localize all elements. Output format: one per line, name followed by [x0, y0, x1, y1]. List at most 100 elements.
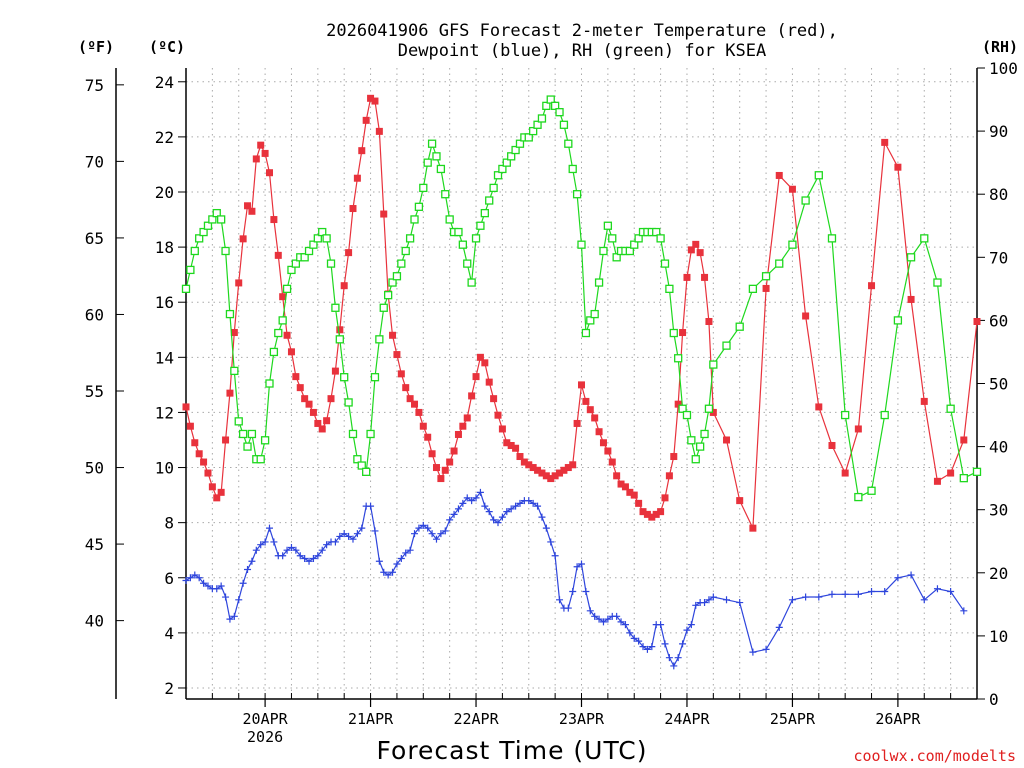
- data-point: [749, 524, 757, 532]
- data-point: [226, 389, 234, 397]
- data-point: [238, 429, 248, 439]
- data-point: [652, 227, 661, 237]
- data-point: [516, 499, 524, 507]
- data-point: [894, 574, 902, 582]
- time-tick-label: 22APR: [453, 710, 499, 728]
- data-point: [604, 615, 612, 623]
- data-point: [946, 404, 955, 413]
- data-point: [678, 404, 687, 413]
- data-point: [586, 316, 595, 325]
- data-point: [427, 139, 437, 148]
- data-point: [419, 422, 427, 430]
- data-point: [270, 216, 278, 224]
- data-point: [195, 234, 204, 243]
- data-point: [230, 329, 238, 337]
- data-point: [397, 554, 405, 562]
- data-point: [476, 488, 484, 496]
- data-point: [222, 436, 230, 444]
- data-point: [656, 234, 665, 243]
- data-point: [507, 505, 515, 513]
- data-point: [788, 596, 796, 604]
- data-point: [735, 322, 744, 331]
- data-point: [349, 205, 357, 213]
- celsius-tick-label: 8: [164, 514, 174, 533]
- data-point: [560, 466, 568, 474]
- data-point: [191, 439, 199, 447]
- data-point: [828, 441, 836, 449]
- data-point: [542, 101, 551, 111]
- data-point: [274, 251, 282, 259]
- series-rh: [181, 95, 982, 502]
- data-point: [375, 557, 383, 565]
- data-point: [459, 499, 467, 507]
- data-point: [538, 469, 546, 477]
- series-line: [185, 491, 965, 668]
- data-point: [222, 593, 230, 601]
- rh-tick-label: 30: [989, 501, 1008, 520]
- data-point: [648, 643, 656, 651]
- data-point: [749, 648, 757, 656]
- data-point: [722, 341, 731, 350]
- data-point: [436, 164, 446, 174]
- data-point: [775, 171, 783, 179]
- series-dewpoint: [183, 489, 968, 670]
- data-point: [217, 215, 226, 224]
- data-point: [327, 395, 335, 403]
- data-point: [701, 273, 709, 281]
- data-point: [274, 328, 283, 338]
- data-point: [709, 593, 717, 601]
- data-point: [569, 461, 577, 469]
- time-tick-label: 23APR: [559, 710, 605, 728]
- data-point: [322, 234, 331, 243]
- data-point: [314, 419, 322, 427]
- fahrenheit-tick-label: 40: [85, 612, 104, 631]
- celsius-tick-label: 6: [164, 569, 174, 588]
- data-point: [841, 469, 849, 477]
- data-point: [326, 259, 336, 268]
- data-point: [635, 499, 643, 507]
- data-point: [503, 508, 511, 516]
- data-point: [762, 645, 770, 653]
- data-point: [608, 234, 617, 243]
- data-point: [257, 141, 265, 149]
- rh-tick-label: 20: [989, 564, 1008, 583]
- time-tick-label: 26APR: [875, 710, 921, 728]
- data-point: [775, 259, 784, 268]
- data-point: [679, 329, 687, 337]
- data-point: [468, 392, 476, 400]
- data-point: [265, 524, 273, 532]
- data-point: [296, 384, 304, 392]
- chart-title: 2026041906 GFS Forecast 2-meter Temperat…: [326, 21, 838, 61]
- data-point: [454, 505, 462, 513]
- data-point: [287, 348, 295, 356]
- data-point: [612, 253, 621, 262]
- data-point: [639, 508, 647, 516]
- data-point: [269, 347, 279, 357]
- data-point: [906, 253, 916, 262]
- data-point: [256, 455, 265, 464]
- data-point: [441, 527, 449, 535]
- data-point: [353, 530, 361, 538]
- data-point: [657, 508, 665, 516]
- data-point: [235, 596, 243, 604]
- data-point: [397, 370, 405, 378]
- data-point: [538, 513, 546, 521]
- data-point: [283, 546, 291, 554]
- data-point: [221, 246, 230, 256]
- data-point: [358, 147, 366, 155]
- data-point: [701, 599, 709, 607]
- data-point: [542, 472, 550, 480]
- data-point: [494, 411, 502, 419]
- data-point: [230, 612, 238, 620]
- data-point: [212, 208, 221, 218]
- data-point: [393, 351, 401, 359]
- data-point: [397, 259, 406, 268]
- data-point: [424, 524, 432, 532]
- data-point: [468, 497, 476, 505]
- data-point: [309, 240, 318, 249]
- data-point: [635, 637, 643, 645]
- data-point: [947, 469, 955, 477]
- data-point: [512, 444, 520, 452]
- data-point: [244, 565, 252, 573]
- data-point: [595, 428, 603, 436]
